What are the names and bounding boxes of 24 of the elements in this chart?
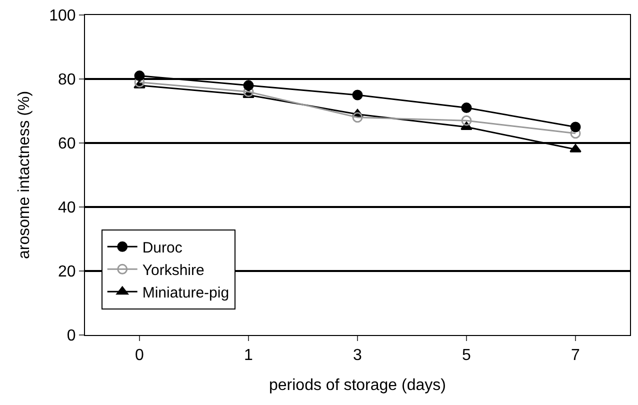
y-tick-label: 100 — [49, 8, 76, 25]
point — [461, 102, 472, 114]
point — [243, 80, 254, 91]
x-tick-label: 0 — [135, 347, 144, 364]
x-tick-label: 3 — [353, 347, 362, 364]
point — [352, 112, 363, 123]
point — [461, 115, 472, 126]
legend-label: Duroc — [142, 240, 183, 256]
point — [352, 90, 363, 100]
y-tick-label: 0 — [66, 328, 76, 345]
y-tick-label: 20 — [58, 264, 76, 281]
point — [570, 122, 581, 132]
y-tick-label: 60 — [58, 136, 76, 153]
y-tick-label: 40 — [58, 200, 76, 217]
x-axis-title: periods of storage (days) — [269, 376, 446, 394]
x-tick-label: 7 — [571, 347, 580, 364]
legend-label: Miniature-pig — [142, 284, 230, 302]
x-tick-label: 1 — [244, 347, 254, 364]
point — [570, 144, 582, 152]
x-tick-label: 5 — [462, 347, 472, 364]
legend-label: Yorkshire — [142, 262, 204, 279]
y-axis-title: arosome intactness (%) — [16, 90, 33, 260]
y-tick-label: 80 — [58, 72, 76, 89]
point — [134, 70, 145, 82]
